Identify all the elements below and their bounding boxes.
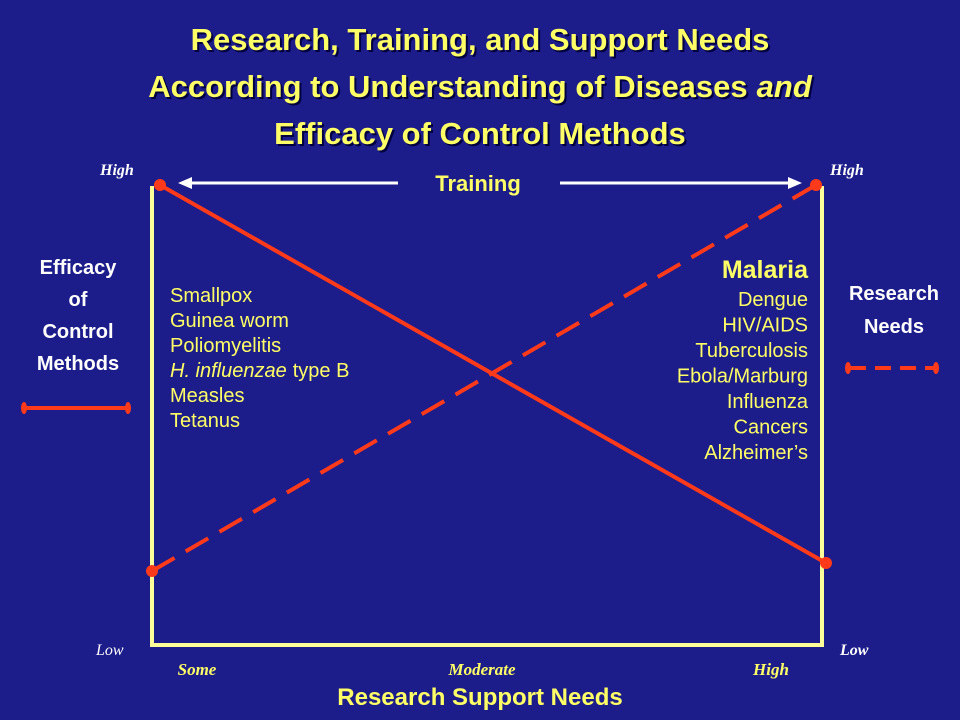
legend-end	[21, 402, 27, 414]
disease: HIV/AIDS	[722, 315, 808, 337]
disease: Alzheimer’s	[704, 442, 808, 464]
frame	[150, 186, 824, 647]
disease: H. influenzae type B	[170, 360, 349, 382]
legend-end	[125, 402, 131, 414]
left-top-label: High	[99, 162, 134, 179]
x-tick-label: Some	[178, 660, 217, 679]
training-label: Training	[435, 171, 521, 196]
disease-part: type B	[293, 360, 350, 382]
title-shadow-part: and	[759, 71, 815, 106]
right-axis-label: Needs	[864, 316, 924, 338]
title-part: According to Understanding of Diseases	[148, 69, 747, 104]
line-end	[146, 565, 158, 577]
left-axis-label: of	[69, 289, 88, 311]
title-shadow-part: According to Understanding of Diseases	[150, 71, 749, 106]
title-line: Research, Training, and Support Needs	[191, 22, 770, 57]
title-line: According to Understanding of Diseases an…	[148, 69, 813, 104]
title-line: Efficacy of Control Methods	[274, 116, 686, 151]
title-shadow: According to Understanding of Diseases an…	[150, 71, 815, 106]
x-tick-label: High	[752, 660, 789, 679]
disease-italic: H. influenzae	[170, 360, 287, 382]
right-bottom-label: Low	[839, 642, 869, 659]
left-axis-label: Efficacy	[40, 257, 118, 279]
left-axis-label: Control	[42, 321, 113, 343]
disease: Measles	[170, 385, 244, 407]
title-emphasis: and	[757, 69, 813, 104]
right-axis-label: Research	[849, 283, 939, 305]
line-end	[820, 557, 832, 569]
arrow-head	[178, 177, 192, 189]
research-needs-line	[150, 183, 818, 573]
left-axis-label: Methods	[37, 353, 119, 375]
line-end	[154, 179, 166, 191]
disease: Ebola/Marburg	[677, 366, 808, 388]
title-shadow: Efficacy of Control Methods	[276, 118, 688, 153]
legend-end	[933, 362, 939, 374]
disease: Tuberculosis	[695, 340, 808, 362]
disease: Tetanus	[170, 410, 240, 432]
disease: Poliomyelitis	[170, 335, 281, 357]
disease: Dengue	[738, 289, 808, 311]
line-end	[810, 179, 822, 191]
x-tick-label: Moderate	[447, 660, 516, 679]
disease: Guinea worm	[170, 310, 289, 332]
x-axis-title: Research Support Needs	[337, 684, 622, 711]
arrow-head	[788, 177, 802, 189]
right-top-label: High	[829, 162, 864, 179]
disease-header: Malaria	[722, 256, 809, 284]
title-shadow: Research, Training, and Support Needs	[193, 24, 772, 59]
disease: Influenza	[727, 391, 809, 413]
left-bottom-label: Low	[95, 642, 124, 659]
disease-list: Dengue HIV/AIDS Tuberculosis Ebola/Marburg I…	[677, 289, 809, 464]
legend-end	[845, 362, 851, 374]
disease: Smallpox	[170, 285, 252, 307]
disease: Cancers	[734, 417, 808, 439]
